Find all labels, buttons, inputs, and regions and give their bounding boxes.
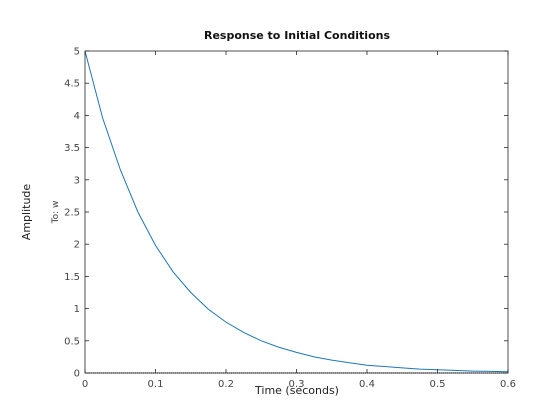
chart-title: Response to Initial Conditions (204, 29, 390, 42)
x-axis-ticks: 0 0.1 0.2 0.3 0.4 0.5 0.6 (82, 51, 516, 390)
plot-axes (84, 50, 509, 374)
x-tick-label: 0 (82, 379, 88, 390)
y-axis-label: Amplitude (20, 184, 33, 241)
x-tick-label: 0.1 (148, 379, 164, 390)
x-tick-label: 0.2 (218, 379, 234, 390)
plot-frame (84, 50, 509, 374)
y-axis-ticks: 0 0.5 1 1.5 2 2.5 3 3.5 4 4.5 5 (64, 47, 508, 380)
y-tick-label: 3.5 (64, 143, 80, 154)
y-tick-label: 1.5 (64, 272, 80, 283)
y-tick-label: 4 (74, 111, 80, 122)
y-tick-label: 0 (74, 369, 80, 380)
y-tick-label: 2.5 (64, 208, 80, 219)
x-tick-label: 0.5 (430, 379, 446, 390)
y-tick-label: 5 (74, 47, 80, 58)
x-tick-label: 0.3 (289, 379, 305, 390)
output-channel-label: To: w (51, 201, 61, 225)
x-tick-label: 0.6 (500, 379, 516, 390)
x-tick-label: 0.4 (359, 379, 375, 390)
series-line (84, 50, 509, 373)
y-tick-label: 1 (74, 304, 80, 315)
y-tick-label: 0.5 (64, 336, 80, 347)
y-tick-label: 4.5 (64, 79, 80, 90)
x-axis-label: Time (seconds) (254, 384, 339, 397)
y-tick-label: 3 (74, 175, 80, 186)
y-tick-label: 2 (74, 240, 80, 251)
